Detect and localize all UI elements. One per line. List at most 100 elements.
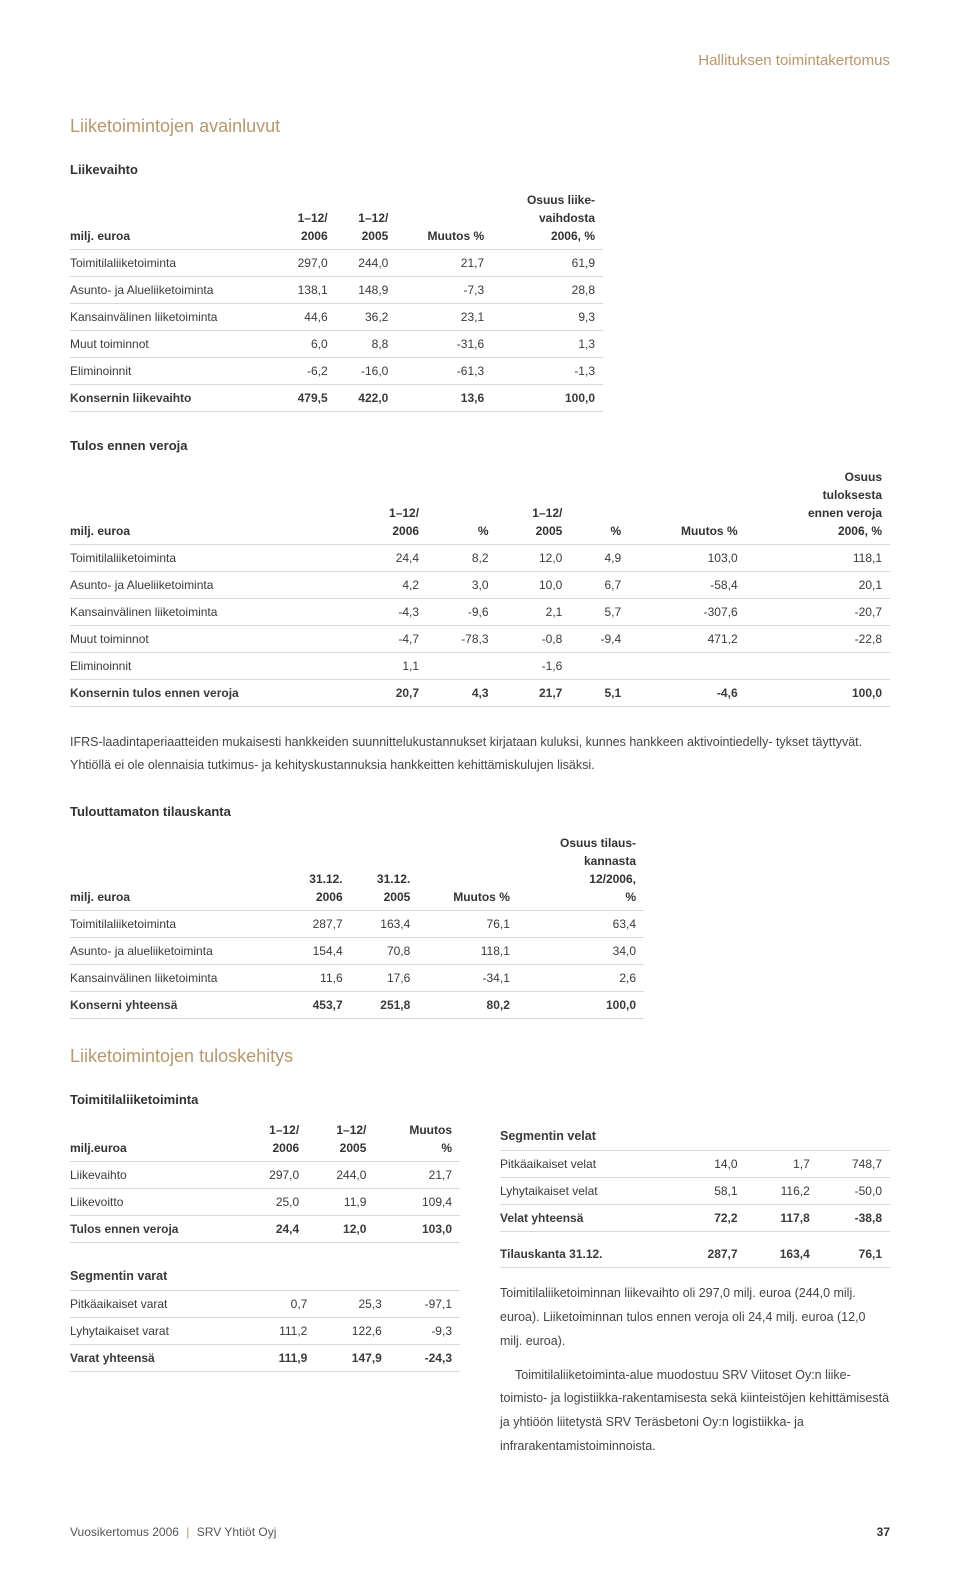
table-cell: 12,0 bbox=[497, 544, 571, 571]
table-cell: 154,4 bbox=[283, 937, 351, 964]
table-cell: 748,7 bbox=[818, 1150, 890, 1177]
column-header: Osuus tilaus- kannasta 12/2006, % bbox=[518, 830, 644, 911]
table-cell: 100,0 bbox=[518, 991, 644, 1018]
paragraph-ifrs: IFRS-laadintaperiaatteiden mukaisesti ha… bbox=[70, 731, 890, 779]
table-total-row: Tulos ennen veroja24,412,0103,0 bbox=[70, 1216, 460, 1243]
table-cell: 24,4 bbox=[353, 544, 427, 571]
table-segment-velat: Segmentin velatPitkäaikaiset velat14,01,… bbox=[500, 1117, 890, 1268]
column-header: % bbox=[570, 464, 629, 545]
table-cell: 5,7 bbox=[570, 598, 629, 625]
table-cell: -58,4 bbox=[629, 571, 745, 598]
table-cell: Lyhytaikaiset varat bbox=[70, 1317, 243, 1344]
column-header: 1–12/ 2005 bbox=[336, 187, 397, 250]
table-cell: 8,8 bbox=[336, 331, 397, 358]
table-liikevaihto: milj. euroa1–12/ 20061–12/ 2005Muutos %O… bbox=[70, 187, 603, 412]
column-header: % bbox=[427, 464, 497, 545]
table-cell: 297,0 bbox=[240, 1162, 307, 1189]
table-cell: Muut toiminnot bbox=[70, 625, 353, 652]
table-cell: 1,7 bbox=[746, 1150, 818, 1177]
table-cell: Tulos ennen veroja bbox=[70, 1216, 240, 1243]
table-cell: 80,2 bbox=[418, 991, 518, 1018]
column-header: Osuus liike- vaihdosta 2006, % bbox=[492, 187, 603, 250]
table-cell: 163,4 bbox=[746, 1241, 818, 1268]
table-cell: Lyhytaikaiset velat bbox=[500, 1177, 673, 1204]
table-cell: 2,6 bbox=[518, 964, 644, 991]
table-cell: 148,9 bbox=[336, 277, 397, 304]
table-row: Toimitilaliiketoiminta297,0244,021,761,9 bbox=[70, 250, 603, 277]
table-cell: -20,7 bbox=[746, 598, 890, 625]
table-cell: 297,0 bbox=[275, 250, 336, 277]
table-row: Kansainvälinen liiketoiminta-4,3-9,62,15… bbox=[70, 598, 890, 625]
column-header: milj.euroa bbox=[70, 1117, 240, 1162]
table-cell: Konserni yhteensä bbox=[70, 991, 283, 1018]
footer-separator-icon: | bbox=[182, 1525, 193, 1539]
table-cell: -38,8 bbox=[818, 1204, 890, 1231]
table-cell: 111,9 bbox=[243, 1344, 315, 1371]
table-cell: 122,6 bbox=[315, 1317, 389, 1344]
table-cell: 25,0 bbox=[240, 1189, 307, 1216]
table-cell: Liikevaihto bbox=[70, 1162, 240, 1189]
table-cell: 21,7 bbox=[396, 250, 492, 277]
column-header: milj. euroa bbox=[70, 187, 275, 250]
table-cell: -9,4 bbox=[570, 625, 629, 652]
table-cell: Asunto- ja alueliiketoiminta bbox=[70, 937, 283, 964]
table-cell: 76,1 bbox=[818, 1241, 890, 1268]
table-cell: 36,2 bbox=[336, 304, 397, 331]
table-cell: 24,4 bbox=[240, 1216, 307, 1243]
table-row: Tilauskanta 31.12.287,7163,476,1 bbox=[500, 1241, 890, 1268]
table-row: Asunto- ja alueliiketoiminta154,470,8118… bbox=[70, 937, 644, 964]
column-header: 1–12/ 2005 bbox=[307, 1117, 374, 1162]
table-cell: 244,0 bbox=[307, 1162, 374, 1189]
table-cell: -61,3 bbox=[396, 358, 492, 385]
table-cell: Varat yhteensä bbox=[70, 1344, 243, 1371]
table-cell: 14,0 bbox=[673, 1150, 745, 1177]
table-cell: 72,2 bbox=[673, 1204, 745, 1231]
table-cell: -34,1 bbox=[418, 964, 518, 991]
table-cell: Asunto- ja Alueliiketoiminta bbox=[70, 571, 353, 598]
table-cell: -9,6 bbox=[427, 598, 497, 625]
paragraph-segment-1: Toimitilaliiketoiminnan liikevaihto oli … bbox=[500, 1282, 890, 1353]
section-title-avainluvut: Liiketoimintojen avainluvut bbox=[70, 113, 890, 140]
table-cell: 103,0 bbox=[629, 544, 745, 571]
column-header: 31.12. 2006 bbox=[283, 830, 351, 911]
table-cell: 287,7 bbox=[283, 910, 351, 937]
table-cell: 116,2 bbox=[746, 1177, 818, 1204]
table-cell: -4,3 bbox=[353, 598, 427, 625]
table-cell: 109,4 bbox=[374, 1189, 460, 1216]
table-row: Toimitilaliiketoiminta287,7163,476,163,4 bbox=[70, 910, 644, 937]
table-cell: -307,6 bbox=[629, 598, 745, 625]
table-cell: 1,3 bbox=[492, 331, 603, 358]
table-cell: -97,1 bbox=[390, 1290, 460, 1317]
table-cell: Konsernin tulos ennen veroja bbox=[70, 679, 353, 706]
table-cell: Velat yhteensä bbox=[500, 1204, 673, 1231]
table-row: Asunto- ja Alueliiketoiminta4,23,010,06,… bbox=[70, 571, 890, 598]
table-cell: 6,0 bbox=[275, 331, 336, 358]
table-total-row: Konsernin liikevaihto479,5422,013,6100,0 bbox=[70, 385, 603, 412]
table-cell: 63,4 bbox=[518, 910, 644, 937]
table-row: Toimitilaliiketoiminta24,48,212,04,9103,… bbox=[70, 544, 890, 571]
subheading: Segmentin varat bbox=[70, 1257, 460, 1290]
table-cell: 138,1 bbox=[275, 277, 336, 304]
table-cell: Tilauskanta 31.12. bbox=[500, 1241, 673, 1268]
table-row: Muut toiminnot6,08,8-31,61,3 bbox=[70, 331, 603, 358]
column-header: Muutos % bbox=[374, 1117, 460, 1162]
table-cell: -50,0 bbox=[818, 1177, 890, 1204]
table-cell: -9,3 bbox=[390, 1317, 460, 1344]
table-cell bbox=[746, 652, 890, 679]
table-title-liikevaihto: Liikevaihto bbox=[70, 160, 890, 180]
table-cell: Liikevoitto bbox=[70, 1189, 240, 1216]
table-tilauskanta: milj. euroa31.12. 200631.12. 2005Muutos … bbox=[70, 830, 644, 1019]
table-cell: 118,1 bbox=[746, 544, 890, 571]
table-cell: 23,1 bbox=[396, 304, 492, 331]
table-total-row: Velat yhteensä72,2117,8-38,8 bbox=[500, 1204, 890, 1231]
table-cell: 25,3 bbox=[315, 1290, 389, 1317]
table-cell: 70,8 bbox=[351, 937, 419, 964]
table-cell: 20,1 bbox=[746, 571, 890, 598]
table-cell: 0,7 bbox=[243, 1290, 315, 1317]
table-row: Liikevoitto25,011,9109,4 bbox=[70, 1189, 460, 1216]
column-header: Osuus tuloksesta ennen veroja 2006, % bbox=[746, 464, 890, 545]
table-cell: Eliminoinnit bbox=[70, 652, 353, 679]
subheading: Segmentin velat bbox=[500, 1117, 890, 1150]
table-cell: 5,1 bbox=[570, 679, 629, 706]
table-cell: 9,3 bbox=[492, 304, 603, 331]
